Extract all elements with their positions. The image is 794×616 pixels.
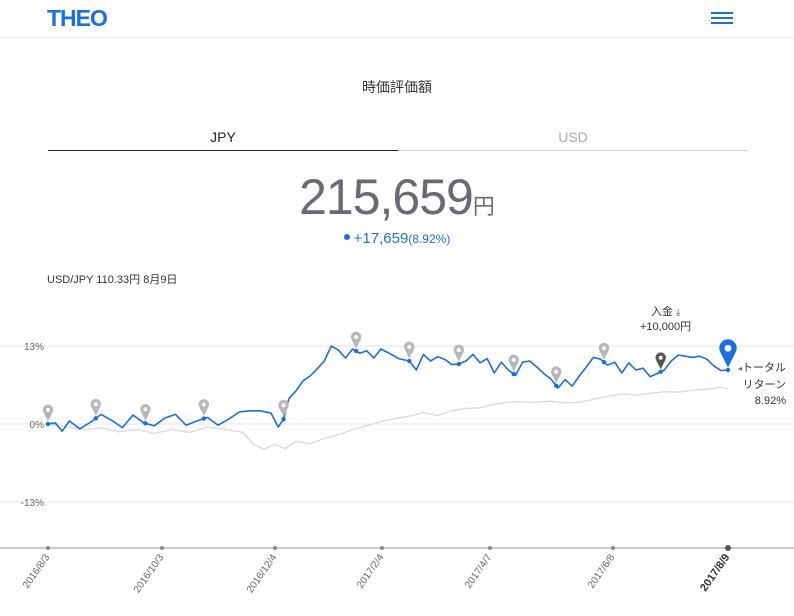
event-marker-icon-hole (456, 348, 461, 352)
data-point (93, 416, 99, 421)
data-point (281, 417, 286, 422)
data-point (143, 421, 148, 426)
top-bar: THEO (0, 0, 794, 38)
pointer-left-icon: ◂ (737, 364, 742, 373)
x-tick-label: 2016/8/3 (21, 552, 53, 591)
event-marker-icon (278, 399, 289, 417)
portfolio-line (47, 345, 729, 432)
x-tick-dot (380, 546, 384, 550)
event-marker-icon (508, 354, 519, 372)
data-point (725, 367, 731, 373)
event-marker-icon-hole (143, 407, 148, 412)
valuation-value: 215,659 (299, 169, 474, 225)
event-marker-icon (140, 403, 151, 421)
x-tick-label: 2016/10/3 (132, 552, 167, 595)
event-marker-icon-hole (201, 402, 206, 407)
valuation-unit: 円 (472, 194, 495, 219)
change-dot-icon (343, 234, 350, 241)
tab-usd[interactable]: USD (398, 129, 748, 151)
event-marker-icon (453, 344, 465, 362)
event-marker-icon-hole (511, 358, 516, 363)
y-tick-label: -13% (21, 498, 44, 509)
valuation-change: +17,659(8.92%) (0, 230, 794, 247)
x-tick-label: 2017/6/8 (586, 552, 618, 591)
tab-jpy[interactable]: JPY (48, 129, 398, 151)
current-location-marker-icon (719, 339, 737, 368)
data-point (511, 371, 516, 377)
event-marker-icon (42, 404, 54, 422)
event-marker-icon-hole (93, 402, 98, 407)
event-marker-icon-hole (407, 345, 412, 349)
return-line2: リターン (742, 379, 786, 391)
event-marker-icon-hole (281, 403, 286, 408)
x-tick-label: 2017/8/9 (698, 552, 732, 594)
x-tick-dot (46, 546, 50, 550)
event-marker-icon-hole (354, 335, 359, 340)
event-marker-icon-hole (554, 369, 559, 374)
deposit-label: 入金 ⤓ +10,000円 (640, 305, 691, 335)
y-tick-label: 0% (30, 420, 45, 431)
x-tick-label: 2017/2/4 (355, 552, 387, 591)
deposit-marker-icon (655, 352, 666, 370)
data-point (407, 358, 412, 364)
change-percent: (8.92%) (408, 232, 451, 246)
x-tick-dot (725, 545, 731, 551)
event-marker-icon-hole (46, 408, 50, 412)
x-tick-dot (611, 546, 615, 550)
x-tick-label: 2017/4/7 (463, 552, 495, 591)
event-marker-icon (598, 342, 610, 360)
deposit-amount: +10,000円 (640, 321, 692, 333)
return-value: 8.92% (754, 395, 786, 407)
data-point (456, 361, 462, 367)
return-chart[interactable]: 13% 0% -13% 2016/8/3 2016/10/3 2016/12/4 2017/… (0, 290, 794, 616)
data-point (353, 348, 359, 354)
deposit-marker-icon-hole (658, 355, 663, 360)
total-return-label: ◂トータル リターン 8.92% (736, 360, 786, 409)
return-line1: トータル (742, 362, 786, 374)
page-title: 時価評価額 (362, 79, 432, 95)
theo-logo[interactable]: THEO (47, 5, 108, 31)
download-icon: ⤓ (676, 307, 681, 317)
fx-rate: USD/JPY 110.33円 8月9日 (47, 274, 178, 286)
data-point (45, 421, 51, 427)
change-amount: +17,659 (353, 230, 409, 247)
event-marker-icon (404, 341, 415, 359)
data-point (554, 383, 559, 388)
data-point (201, 416, 207, 421)
deposit-title: 入金 (651, 306, 674, 318)
x-tick-dot (273, 546, 277, 550)
hamburger-menu-icon[interactable] (711, 12, 733, 25)
valuation-amount: 215,659円 (0, 168, 794, 226)
data-point (601, 360, 607, 365)
event-marker-icon (350, 331, 362, 349)
data-point (658, 369, 663, 374)
x-tick-dot (160, 546, 164, 550)
x-tick-dot (488, 546, 492, 550)
event-marker-icon (90, 398, 102, 416)
x-tick-label: 2016/12/4 (245, 552, 280, 595)
current-location-marker-icon-hole (724, 344, 732, 352)
event-marker-icon (550, 366, 562, 384)
benchmark-line (47, 386, 729, 450)
event-marker-icon (198, 399, 210, 417)
event-marker-icon-hole (602, 346, 607, 351)
y-tick-label: 13% (24, 342, 44, 353)
